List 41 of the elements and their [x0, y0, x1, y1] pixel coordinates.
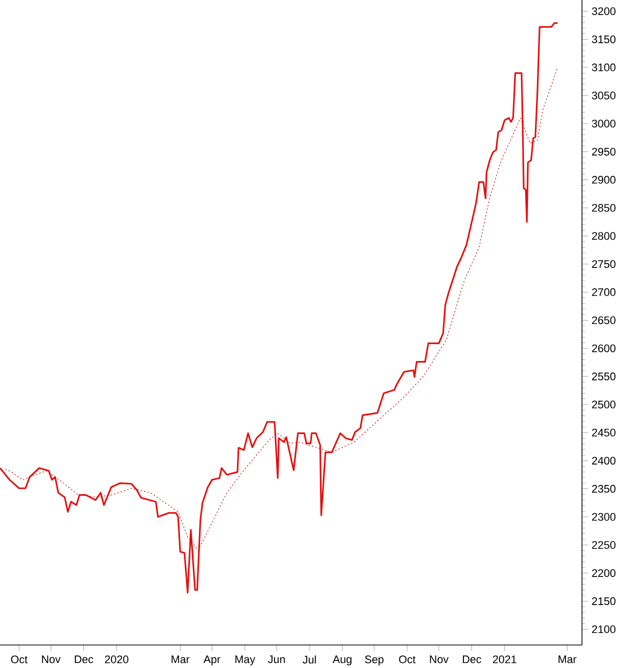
x-tick-label: Jun	[268, 656, 285, 664]
y-tick-label: 2600	[592, 344, 616, 352]
x-tick-label: Mar	[558, 656, 576, 664]
x-tick-label: 2020	[104, 656, 128, 664]
x-tick-label: 2021	[492, 656, 516, 664]
x-tick-label: May	[235, 656, 256, 666]
y-tick-label: 2500	[592, 400, 616, 408]
y-tick-label: 3150	[592, 35, 616, 44]
y-tick-label: 2950	[592, 148, 616, 156]
y-tick-label: 3000	[592, 120, 616, 128]
y-tick-label: 2300	[592, 513, 616, 521]
x-tick-label: Oct	[11, 656, 28, 664]
x-tick-label: Dec	[74, 656, 94, 664]
x-tick-label: Oct	[399, 656, 416, 664]
x-tick-label: Jul	[302, 656, 316, 664]
x-tick-label: Nov	[42, 656, 61, 664]
x-tick-label: Mar	[172, 656, 190, 664]
y-tick-label: 2100	[592, 625, 616, 634]
y-tick-label: 2800	[592, 232, 616, 240]
x-tick-label: Nov	[430, 656, 449, 664]
line-series	[5, 67, 558, 550]
y-tick-label: 3100	[592, 64, 616, 72]
y-tick-label: 2550	[592, 372, 616, 380]
y-tick-label: 3050	[592, 92, 616, 100]
y-tick-label: 2200	[592, 569, 616, 577]
y-tick-label: 2650	[592, 316, 616, 324]
y-tick-label: 2700	[592, 288, 616, 296]
x-tick-label: Dec	[462, 656, 482, 664]
y-tick-label: 2350	[592, 484, 616, 493]
y-tick-label: 2400	[592, 456, 616, 465]
x-tick-label: Apr	[204, 656, 220, 666]
line-series	[0, 22, 558, 594]
y-tick-label: 2900	[592, 176, 616, 184]
y-tick-label: 2250	[592, 541, 616, 549]
y-tick-label: 3200	[592, 7, 616, 16]
y-tick-label: 2750	[592, 260, 616, 268]
y-tick-label: 2850	[592, 204, 616, 212]
y-tick-label: 2150	[592, 597, 616, 606]
x-tick-label: Aug	[332, 656, 352, 666]
x-tick-label: Sep	[364, 656, 384, 666]
y-tick-label: 2450	[592, 428, 616, 436]
